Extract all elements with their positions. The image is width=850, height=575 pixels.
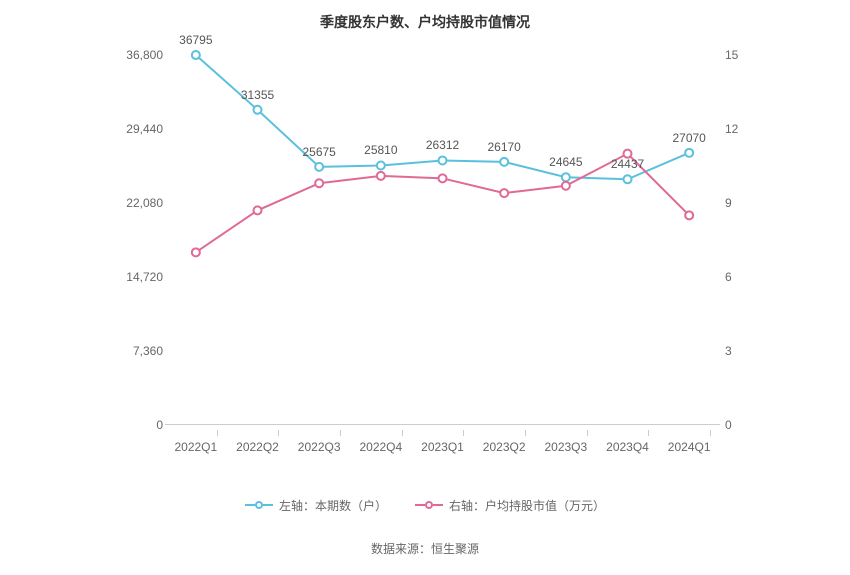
x-tick-mark: [278, 430, 279, 436]
y-left-tick-label: 36,800: [115, 48, 163, 62]
y-left-tick-label: 29,440: [115, 122, 163, 136]
right-series-marker: [315, 179, 323, 187]
x-tick-label: 2022Q1: [174, 440, 217, 454]
x-tick: 2022Q3: [319, 430, 362, 454]
left-series-marker: [562, 173, 570, 181]
left-series-marker: [254, 106, 262, 114]
x-tick-mark: [340, 430, 341, 436]
left-series-marker: [624, 175, 632, 183]
x-tick-mark: [648, 430, 649, 436]
x-tick-mark: [217, 430, 218, 436]
left-series-data-label: 31355: [241, 88, 274, 102]
chart-container: 季度股东户数、户均持股市值情况 0 7,360 14,720 22,080 29,440…: [0, 0, 850, 575]
x-axis: 2022Q12022Q22022Q32022Q42023Q12023Q22023…: [165, 430, 720, 460]
left-series-data-label: 27070: [672, 131, 705, 145]
left-series-marker: [315, 163, 323, 171]
x-tick: 2022Q2: [258, 430, 301, 454]
right-series-marker: [254, 206, 262, 214]
left-series-data-label: 26170: [487, 140, 520, 154]
y-axis-right: 03691215: [725, 55, 765, 425]
x-tick-label: 2023Q1: [421, 440, 464, 454]
y-right-tick-label: 9: [725, 196, 765, 210]
right-series-marker: [685, 211, 693, 219]
y-right-tick-label: 15: [725, 48, 765, 62]
left-series-marker: [377, 161, 385, 169]
y-left-tick-label: 14,720: [115, 270, 163, 284]
x-tick: 2023Q1: [443, 430, 486, 454]
x-tick-mark: [710, 430, 711, 436]
legend-item-left-series[interactable]: 左轴：本期数（户）: [245, 497, 387, 514]
left-series-data-label: 25810: [364, 143, 397, 157]
x-tick: 2023Q4: [628, 430, 671, 454]
x-tick: 2022Q1: [196, 430, 239, 454]
y-right-tick-label: 6: [725, 270, 765, 284]
left-series-marker: [685, 149, 693, 157]
legend: 左轴：本期数（户） 右轴：户均持股市值（万元）: [0, 495, 850, 514]
right-series-marker: [192, 248, 200, 256]
y-left-tick-label: 22,080: [115, 196, 163, 210]
y-right-tick-label: 3: [725, 344, 765, 358]
right-series-marker: [439, 174, 447, 182]
left-series-data-label: 24437: [611, 157, 644, 171]
x-tick-label: 2023Q4: [606, 440, 649, 454]
right-series-marker: [377, 172, 385, 180]
y-left-tick-label: 0: [115, 418, 163, 432]
x-tick-label: 2022Q4: [359, 440, 402, 454]
left-series-data-label: 36795: [179, 33, 212, 47]
legend-marker-icon: [415, 501, 443, 509]
x-tick-label: 2024Q1: [668, 440, 711, 454]
x-tick-mark: [463, 430, 464, 436]
x-tick: 2022Q4: [381, 430, 424, 454]
left-series-data-label: 25675: [302, 145, 335, 159]
x-tick-label: 2022Q2: [236, 440, 279, 454]
x-tick-mark: [525, 430, 526, 436]
x-tick: 2023Q3: [566, 430, 609, 454]
right-series-marker: [500, 189, 508, 197]
left-series-marker: [439, 156, 447, 164]
x-tick-mark: [587, 430, 588, 436]
legend-item-right-series[interactable]: 右轴：户均持股市值（万元）: [415, 497, 605, 514]
right-series-marker: [562, 182, 570, 190]
plot-area: 3679531355256752581026312261702464524437…: [165, 55, 720, 425]
y-right-tick-label: 12: [725, 122, 765, 136]
x-tick: 2023Q2: [504, 430, 547, 454]
x-tick-label: 2023Q2: [483, 440, 526, 454]
legend-marker-icon: [245, 501, 273, 509]
x-tick-label: 2022Q3: [298, 440, 341, 454]
x-tick-mark: [402, 430, 403, 436]
legend-label: 左轴：本期数（户）: [279, 497, 387, 514]
y-left-tick-label: 7,360: [115, 344, 163, 358]
left-series-marker: [192, 51, 200, 59]
x-tick-label: 2023Q3: [544, 440, 587, 454]
chart-title: 季度股东户数、户均持股市值情况: [0, 0, 850, 32]
left-series-data-label: 26312: [426, 138, 459, 152]
chart-svg: [165, 55, 720, 425]
left-series-marker: [500, 158, 508, 166]
source-label: 数据来源：恒生聚源: [0, 540, 850, 557]
left-series-data-label: 24645: [549, 155, 582, 169]
y-axis-left: 07,36014,72022,08029,44036,800: [115, 55, 163, 425]
legend-label: 右轴：户均持股市值（万元）: [449, 497, 605, 514]
x-tick: 2024Q1: [689, 430, 732, 454]
